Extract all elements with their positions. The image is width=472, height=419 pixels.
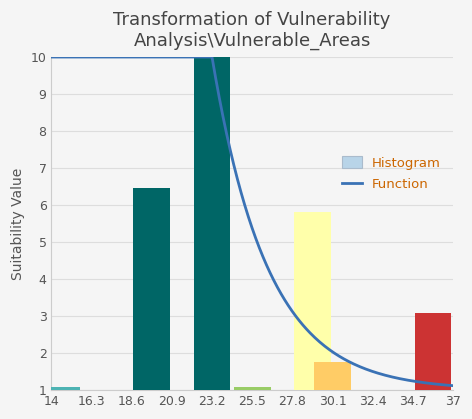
Bar — [414, 313, 451, 390]
Bar — [314, 362, 351, 390]
Bar — [194, 57, 230, 390]
Bar — [294, 212, 331, 390]
Bar — [134, 189, 170, 390]
Bar — [234, 387, 270, 390]
Y-axis label: Suitability Value: Suitability Value — [11, 168, 25, 279]
Bar — [43, 388, 80, 390]
Title: Transformation of Vulnerability
Analysis\Vulnerable_Areas: Transformation of Vulnerability Analysis… — [113, 11, 391, 50]
Legend: Histogram, Function: Histogram, Function — [337, 151, 447, 196]
